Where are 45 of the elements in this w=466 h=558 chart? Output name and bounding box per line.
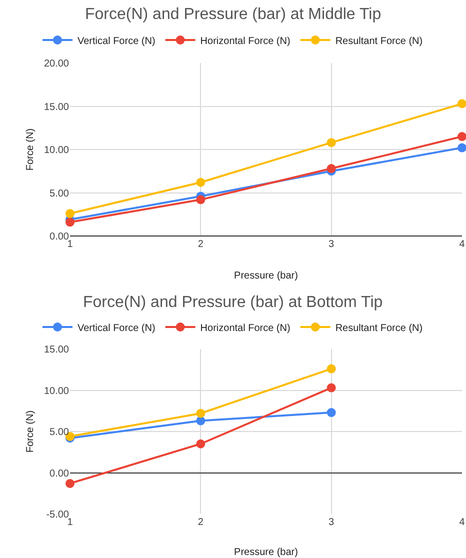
chart-title: Force(N) and Pressure (bar) at Bottom Tip bbox=[83, 294, 383, 311]
x-tick-label: 1 bbox=[67, 517, 74, 528]
y-tick-label: -5.00 bbox=[46, 510, 70, 520]
point bbox=[196, 195, 206, 204]
y-tick-label: 10.00 bbox=[44, 386, 70, 397]
legend-label: Vertical Force (N) bbox=[78, 36, 156, 47]
point bbox=[326, 408, 336, 418]
point bbox=[458, 132, 466, 142]
y-tick-label: 5.00 bbox=[50, 188, 70, 200]
y-tick-label: 5.00 bbox=[50, 427, 70, 438]
point bbox=[326, 364, 336, 374]
point bbox=[326, 164, 336, 174]
point bbox=[458, 99, 466, 108]
y-axis-title: Force (N) bbox=[24, 410, 36, 453]
point bbox=[66, 478, 74, 488]
y-axis-title: Force (N) bbox=[24, 128, 36, 171]
x-tick-label: 2 bbox=[198, 517, 204, 528]
point bbox=[196, 408, 206, 418]
y-tick-label: 0.00 bbox=[50, 232, 70, 242]
x-tick-label: 3 bbox=[328, 239, 335, 250]
point bbox=[196, 439, 206, 448]
point bbox=[326, 138, 336, 148]
point bbox=[196, 178, 206, 187]
point bbox=[66, 209, 74, 218]
x-tick-label: 4 bbox=[459, 239, 466, 250]
legend-label: Horizontal Force (N) bbox=[200, 322, 290, 334]
point bbox=[66, 218, 74, 227]
x-tick-label: 3 bbox=[328, 517, 335, 528]
legend-label: Resultant Force (N) bbox=[335, 36, 423, 47]
x-axis-title: Pressure (bar) bbox=[234, 270, 298, 282]
x-axis-title: Pressure (bar) bbox=[234, 547, 298, 558]
legend-label: Vertical Force (N) bbox=[78, 322, 156, 334]
x-tick-label: 2 bbox=[198, 239, 204, 250]
y-tick-label: 10.00 bbox=[44, 145, 70, 156]
point bbox=[326, 383, 336, 392]
y-tick-label: 0.00 bbox=[50, 468, 70, 480]
legend-label: Horizontal Force (N) bbox=[200, 36, 290, 47]
legend-label: Resultant Force (N) bbox=[335, 322, 423, 334]
point bbox=[458, 143, 466, 152]
chart-title: Force(N) and Pressure (bar) at Middle Tip bbox=[85, 6, 382, 23]
y-tick-label: 20.00 bbox=[44, 58, 70, 70]
x-tick-label: 4 bbox=[459, 517, 466, 528]
y-tick-label: 15.00 bbox=[44, 102, 70, 113]
y-tick-label: 15.00 bbox=[44, 344, 70, 356]
x-tick-label: 1 bbox=[67, 239, 74, 250]
